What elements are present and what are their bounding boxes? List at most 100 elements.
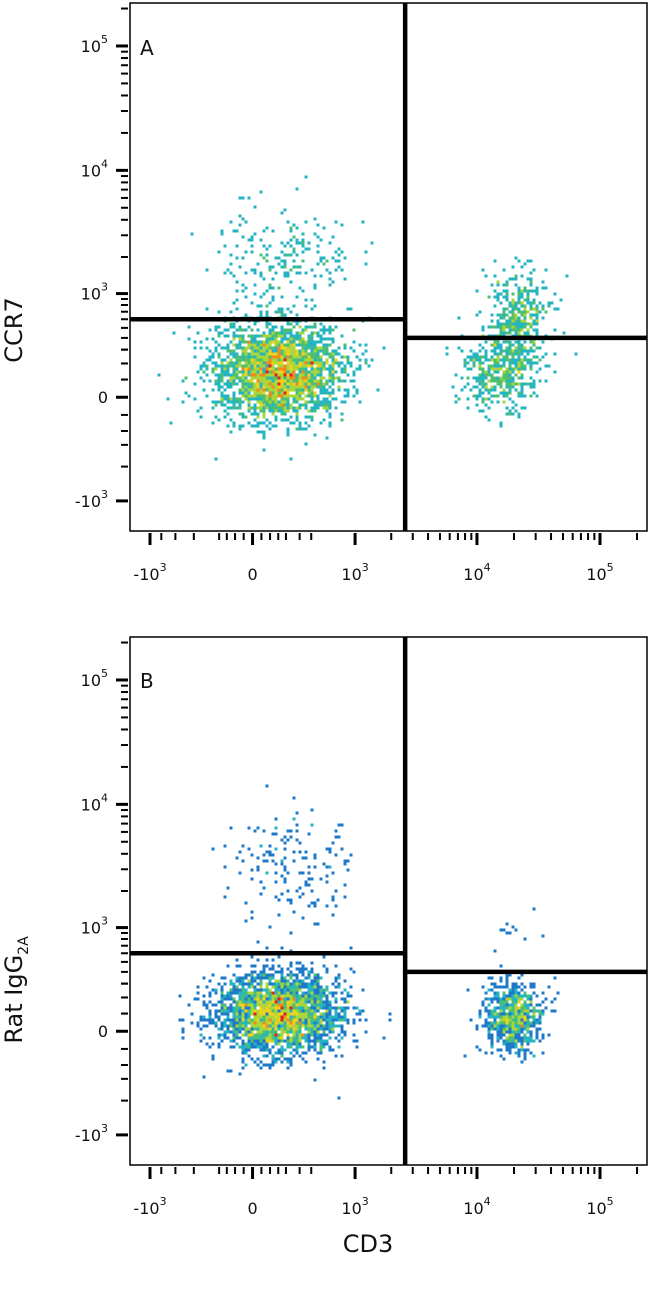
event-point [511,352,515,356]
event-point [262,391,266,395]
event-point [202,994,206,998]
event-point [520,292,524,296]
event-point [295,1003,299,1007]
event-point [520,1018,524,1022]
event-point [328,1006,332,1010]
event-point [313,1021,317,1025]
event-point [304,427,308,431]
event-point [274,256,278,260]
event-point [235,400,239,404]
event-point [346,868,350,872]
event-point [334,220,338,224]
event-point [502,997,506,1001]
event-point [265,982,269,986]
event-point [547,304,551,308]
event-point [244,220,248,224]
event-point [235,280,239,284]
event-point [247,382,251,386]
event-point [310,331,314,335]
event-point [541,1000,545,1004]
event-point [277,262,281,266]
event-point [271,958,275,962]
event-point [247,979,251,983]
event-point [514,316,518,320]
event-point [190,1021,194,1025]
event-point [316,973,320,977]
event-point [316,988,320,992]
event-point [280,211,284,215]
event-point [229,271,233,275]
event-point [262,1006,266,1010]
event-point [256,1000,260,1004]
event-point [217,418,221,422]
event-point [526,1024,530,1028]
event-point [259,349,263,353]
event-point [271,973,275,977]
event-point [295,427,299,431]
event-point [505,391,509,395]
event-point [529,1030,533,1034]
event-point [310,1000,314,1004]
event-point [340,268,344,272]
event-point [535,1027,539,1031]
event-point [247,394,251,398]
event-point [268,925,272,929]
event-point [241,196,245,200]
event-point [256,343,260,347]
event-point [241,379,245,383]
event-point [235,1015,239,1019]
event-point [265,397,269,401]
event-point [265,406,269,410]
event-point [238,406,242,410]
event-point [280,1060,284,1064]
event-point [328,373,332,377]
event-point [529,367,533,371]
event-point [250,1018,254,1022]
event-point [259,394,263,398]
event-point [529,1051,533,1055]
event-point [241,370,245,374]
event-point [253,367,257,371]
event-point [520,1042,524,1046]
event-point [526,1030,530,1034]
event-point [322,1045,326,1049]
event-point [259,1024,263,1028]
event-point [286,1027,290,1031]
event-point [235,352,239,356]
event-point [244,988,248,992]
event-point [520,349,524,353]
event-point [271,286,275,290]
event-point [283,349,287,353]
event-point [268,1030,272,1034]
event-point [334,976,338,980]
event-point [304,1015,308,1019]
event-point [229,310,233,314]
event-point [310,337,314,341]
event-point [307,904,311,908]
event-point [226,367,230,371]
event-point [487,988,491,992]
event-point [298,406,302,410]
event-point [340,991,344,995]
event-point [265,1018,269,1022]
event-point [262,244,266,248]
event-point [307,1048,311,1052]
event-point [277,1024,281,1028]
event-point [343,1015,347,1019]
event-point [217,250,221,254]
event-point [532,289,536,293]
event-point [532,1021,536,1025]
event-point [211,388,215,392]
event-point [340,1015,344,1019]
event-point [271,859,275,863]
event-point [553,1009,557,1013]
event-point [310,388,314,392]
x-tick-label: -103 [133,1195,166,1218]
event-point [532,328,536,332]
event-point [310,400,314,404]
event-point [535,370,539,374]
event-point [499,346,503,350]
event-point [544,997,548,1001]
event-point [322,1060,326,1064]
event-point [517,307,521,311]
